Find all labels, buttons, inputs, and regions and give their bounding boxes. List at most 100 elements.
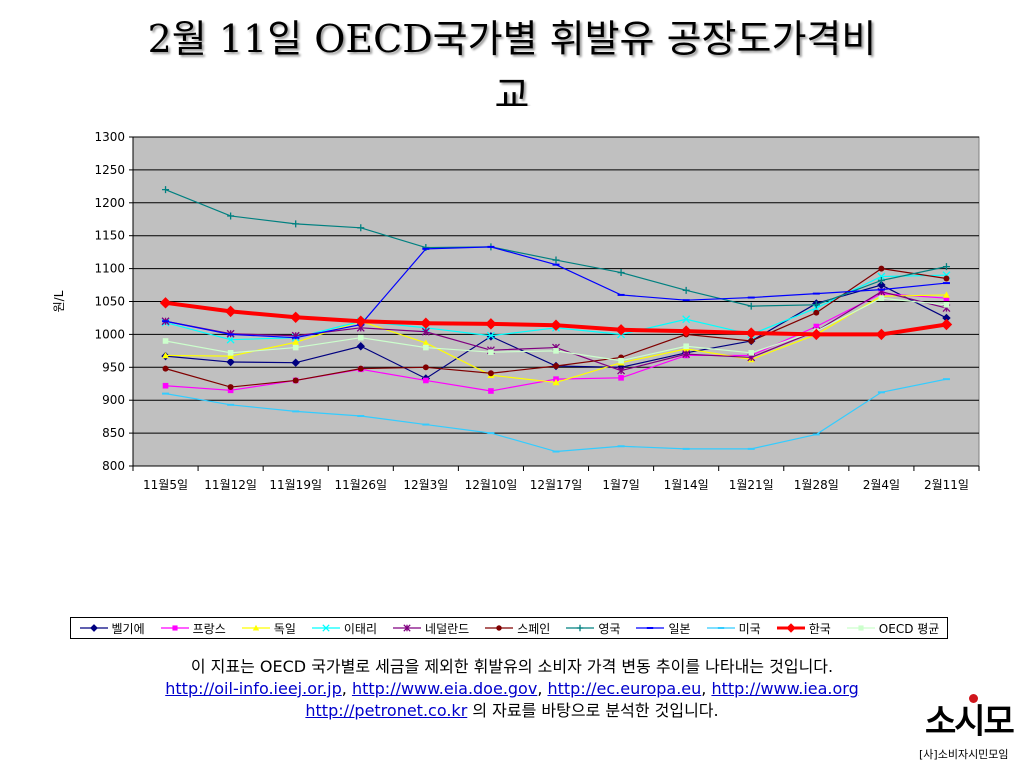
data-point <box>943 275 950 282</box>
legend-label: 스페인 <box>517 621 551 636</box>
legend-item: 미국 <box>706 620 761 637</box>
data-point <box>683 343 689 350</box>
caption-line-1: 이 지표는 OECD 국가별로 세금을 제외한 휘발유의 소비자 가격 변동 추… <box>190 657 834 676</box>
y-tick-label: 900 <box>102 393 125 407</box>
data-point <box>292 220 300 228</box>
data-point <box>553 348 559 354</box>
data-point <box>552 256 560 264</box>
series-8 <box>162 378 950 453</box>
data-point <box>682 286 690 294</box>
source-link-petronet[interactable]: http://petronet.co.kr <box>305 701 468 720</box>
y-tick-label: 1200 <box>94 196 125 210</box>
data-point <box>292 377 299 384</box>
caption-tail: 의 자료를 바탕으로 분석한 것입니다. <box>467 701 719 720</box>
y-tick-label: 800 <box>102 459 125 473</box>
data-point <box>292 338 300 346</box>
x-tick-label: 12월17일 <box>530 478 583 492</box>
source-link-iea[interactable]: http://www.iea.org <box>711 679 859 698</box>
data-point <box>550 319 562 331</box>
data-point <box>422 339 430 346</box>
legend-label: 이태리 <box>343 621 378 636</box>
x-tick-label: 11월12일 <box>204 478 257 492</box>
data-point <box>357 365 364 372</box>
source-link-ec[interactable]: http://ec.europa.eu <box>547 679 702 698</box>
data-point <box>357 224 365 232</box>
x-tick-label: 1월28일 <box>794 478 839 492</box>
data-point <box>423 344 429 351</box>
source-link-eia[interactable]: http://www.eia.doe.gov <box>351 679 538 698</box>
legend-swatch <box>846 625 875 631</box>
slide-title: 2월 11일 OECD국가별 휘발유 공장도가격비 <box>147 17 877 61</box>
source-link-ieej[interactable]: http://oil-info.ieej.or.jp <box>165 679 342 698</box>
series-5 <box>162 265 950 391</box>
legend-marker <box>785 623 796 633</box>
data-point <box>682 315 691 324</box>
data-point <box>227 387 234 394</box>
legend-swatch <box>79 624 108 632</box>
y-tick-label: 950 <box>102 360 125 374</box>
data-point <box>618 357 624 364</box>
legend-label: 네덜란드 <box>425 621 470 636</box>
y-tick-label: 1150 <box>94 229 125 243</box>
data-point <box>617 269 625 277</box>
legend-item: 스페인 <box>484 620 550 637</box>
legend-label: 독일 <box>273 621 296 636</box>
legend-item: OECD 평균 <box>846 620 939 637</box>
caption-line-3: http://petronet.co.kr 의 자료를 바탕으로 분석한 것입니… <box>0 700 1024 722</box>
data-point <box>618 375 624 381</box>
slide-title-wrap: 교 <box>494 73 530 106</box>
data-point <box>226 357 235 367</box>
legend-label: 일본 <box>668 621 691 636</box>
legend-label: 한국 <box>808 621 831 636</box>
x-tick-label: 1월7일 <box>602 478 639 492</box>
data-point <box>227 352 235 359</box>
data-point <box>292 344 299 351</box>
data-point <box>486 331 495 340</box>
data-point <box>420 317 432 329</box>
data-point <box>355 315 367 327</box>
x-tick-label: 11월26일 <box>334 478 387 492</box>
legend-marker <box>172 625 178 631</box>
legend-label: 영국 <box>598 621 621 636</box>
y-tick-label: 1000 <box>94 327 125 341</box>
data-point <box>812 301 820 309</box>
data-point <box>942 263 950 271</box>
x-tick-label: 2월4일 <box>863 478 900 492</box>
data-point <box>745 327 757 339</box>
legend-marker <box>403 624 411 632</box>
legend-marker <box>577 624 584 632</box>
data-point <box>162 186 170 194</box>
data-point <box>162 365 169 372</box>
data-point <box>748 350 755 356</box>
logo-mark: 소시모 <box>925 702 1015 742</box>
legend-item: 한국 <box>776 620 831 637</box>
series-9 <box>159 297 953 341</box>
legend-swatch <box>241 624 270 631</box>
data-point <box>878 265 885 272</box>
legend-item: 이태리 <box>311 620 377 637</box>
line-chart: 800 850 900 950 1000 1050 1100 1150 1200 1250 1300… <box>52 130 980 492</box>
caption: 이 지표는 OECD 국가별로 세금을 제외한 휘발유의 소비자 가격 변동 추… <box>0 656 1024 722</box>
data-point <box>875 328 888 341</box>
data-point <box>553 363 559 369</box>
consumer-org-logo: 소시모 [사]소비자시민모임 <box>915 694 1019 764</box>
data-point <box>357 334 364 341</box>
data-point <box>940 318 953 331</box>
x-tick-label: 12월10일 <box>465 478 518 492</box>
data-point <box>877 272 886 281</box>
data-point <box>748 338 755 344</box>
legend-swatch <box>706 627 735 629</box>
data-point <box>552 378 560 386</box>
y-axis-label: 원/L <box>52 290 66 312</box>
x-tick-label: 1월14일 <box>664 478 709 492</box>
data-point <box>162 382 169 389</box>
data-point <box>878 295 885 302</box>
data-point <box>421 327 430 336</box>
legend-swatch <box>311 624 340 632</box>
data-point <box>162 351 170 359</box>
data-point <box>356 342 365 351</box>
data-point <box>943 295 950 302</box>
data-point <box>810 328 823 341</box>
data-point <box>227 212 235 220</box>
legend-swatch <box>636 627 665 629</box>
